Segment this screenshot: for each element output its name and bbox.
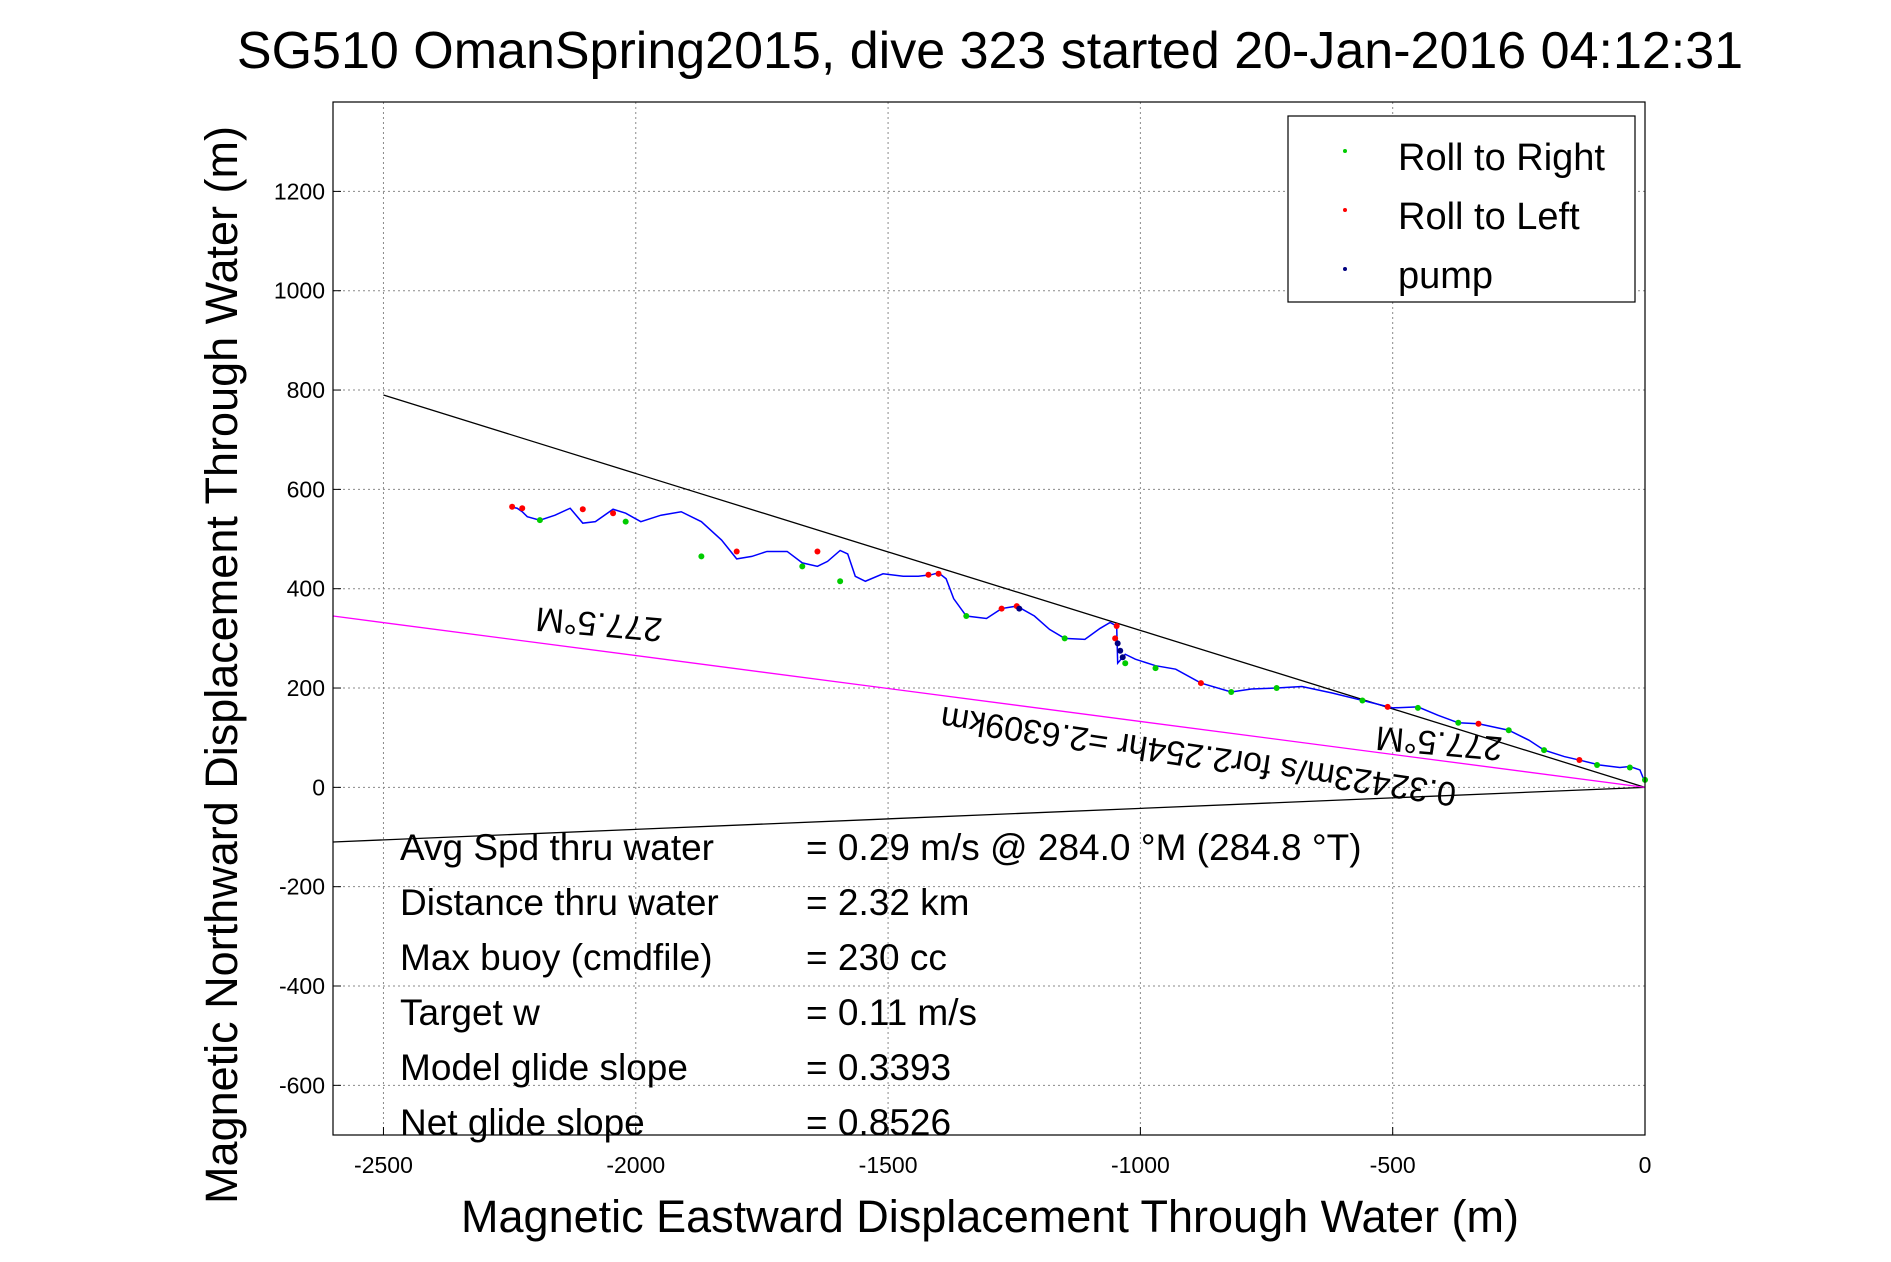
y-tick-label: 0 [312,774,325,800]
stat-value-avg-speed: = 0.29 m/s @ 284.0 °M (284.8 °T) [806,827,1362,868]
pump-point [1114,640,1121,647]
roll-left-point [925,571,932,578]
stat-label-net-glide: Net glide slope [400,1102,645,1143]
x-tick-label: -1500 [859,1152,918,1178]
x-axis-label: Magnetic Eastward Displacement Through W… [461,1191,1519,1242]
x-tick-label: -2000 [606,1152,665,1178]
plot-frame [332,101,1646,1136]
roll-left-point [998,605,1005,612]
roll-left-point [1112,635,1119,642]
y-tick-label: 200 [287,675,325,701]
roll-left-point [610,510,617,517]
y-tick-label: 400 [287,576,325,602]
reference-line [383,394,1646,788]
y-tick-label: 1000 [274,278,325,304]
roll-left-point [935,570,942,577]
roll-left-point [579,506,586,513]
legend-marker-roll-right [1343,149,1347,153]
roll-right-point [622,518,629,525]
stat-value-target-w: = 0.11 m/s [806,992,977,1033]
x-tick-label: -500 [1370,1152,1416,1178]
roll-right-point [536,517,543,524]
roll-right-point [1414,704,1421,711]
stat-value-model-glide: = 0.3393 [806,1047,951,1088]
stat-label-max-buoy: Max buoy (cmdfile) [400,937,713,978]
x-tick-label: -2500 [354,1152,413,1178]
roll-and-pump-points [509,503,1648,783]
reference-line [332,615,1646,789]
y-tick-label: 600 [287,476,325,502]
legend-label-roll-right: Roll to Right [1398,137,1605,179]
y-tick-label: 800 [287,377,325,403]
y-tick-label: -400 [279,973,325,999]
reference-lines [332,394,1646,843]
roll-right-point [1626,764,1633,771]
stat-value-distance: = 2.32 km [806,882,970,923]
pump-point [1119,654,1126,661]
y-tick-label: -600 [279,1072,325,1098]
legend: Roll to Right Roll to Left pump [1287,115,1636,303]
roll-right-point [1455,719,1462,726]
roll-right-point [1228,689,1235,696]
pump-point [1117,647,1124,654]
roll-left-point [1475,720,1482,727]
roll-left-point [1576,757,1583,764]
roll-left-point [1384,703,1391,710]
stat-value-max-buoy: = 230 cc [806,937,947,978]
roll-right-point [1541,747,1548,754]
stat-label-target-w: Target w [400,992,540,1033]
stat-label-model-glide: Model glide slope [400,1047,688,1088]
stat-label-distance: Distance thru water [400,882,719,923]
y-axis-label: Magnetic Northward Displacement Through … [196,126,247,1204]
roll-right-point [1061,635,1068,642]
y-tick-label: -200 [279,874,325,900]
stat-label-avg-speed: Avg Spd thru water [400,827,714,868]
roll-left-point [814,548,821,555]
legend-marker-roll-left [1343,208,1347,212]
roll-right-point [963,613,970,620]
roll-right-point [1122,660,1129,667]
roll-right-point [1505,727,1512,734]
dive-track [509,506,1646,783]
roll-left-point [733,548,740,555]
roll-left-point [1113,622,1120,629]
roll-right-point [799,563,806,570]
legend-label-roll-left: Roll to Left [1398,196,1580,238]
roll-right-point [1594,762,1601,769]
chart-title: SG510 OmanSpring2015, dive 323 started 2… [237,22,1743,80]
axis-ticks: -2500 -2000 -1500 -1000 -500 0-600-400-200020… [274,178,1652,1178]
legend-label-pump: pump [1398,255,1493,297]
legend-marker-pump [1343,267,1347,271]
roll-right-point [1273,685,1280,692]
roll-left-point [1197,680,1204,687]
y-tick-label: 1200 [274,178,325,204]
stat-value-net-glide: = 0.8526 [806,1102,951,1143]
roll-right-point [837,578,844,585]
roll-left-point [509,503,516,510]
roll-left-point [519,505,526,512]
pump-point [1016,605,1023,612]
reference-line [332,786,1646,843]
track-line [509,506,1646,783]
roll-right-point [698,553,705,560]
roll-right-point [1359,697,1366,704]
roll-right-point [1152,665,1159,672]
x-tick-label: -1000 [1111,1152,1170,1178]
x-tick-label: 0 [1639,1152,1652,1178]
stats-block: Avg Spd thru water = 0.29 m/s @ 284.0 °M… [400,827,1362,1143]
